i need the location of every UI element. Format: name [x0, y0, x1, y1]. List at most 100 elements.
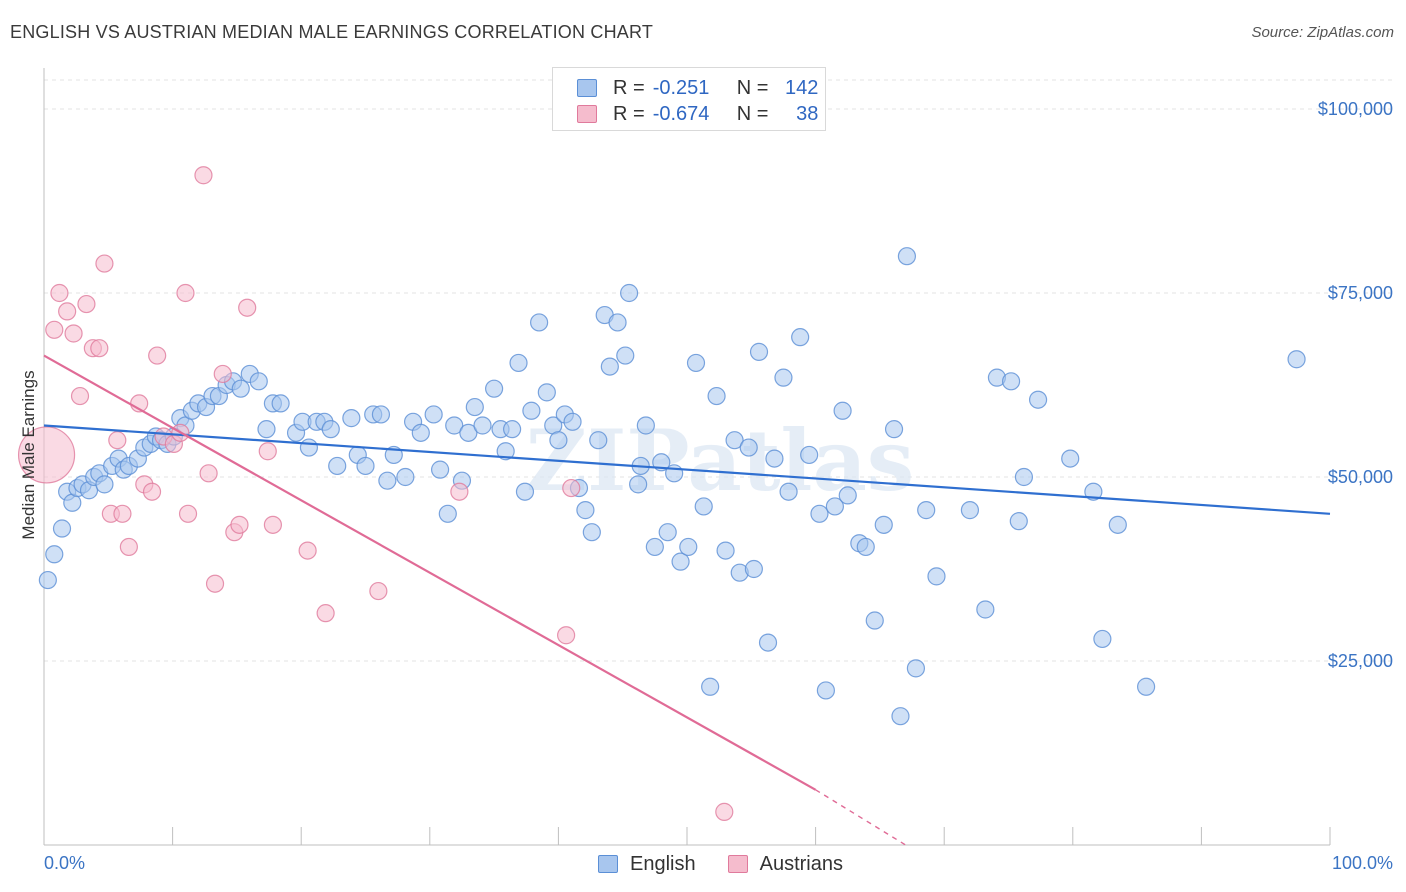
- austrians-point: [369, 581, 388, 601]
- english-point: [744, 559, 763, 579]
- english-point: [509, 353, 528, 373]
- english-point: [600, 357, 619, 376]
- english-point: [629, 475, 648, 494]
- english-point: [1009, 512, 1028, 531]
- english-point: [765, 449, 784, 468]
- english-point: [725, 431, 744, 450]
- english-point: [833, 401, 852, 420]
- english-point: [927, 567, 946, 586]
- english-point: [1001, 372, 1021, 391]
- english-point: [249, 372, 268, 391]
- stats-row-english: R = -0.251 N = 142: [553, 75, 818, 101]
- x-tick-labels: 0.0% 100.0%: [44, 853, 1393, 873]
- austrians-point: [199, 464, 218, 483]
- english-point: [465, 397, 484, 417]
- english-point: [816, 681, 835, 700]
- austrians-point: [148, 346, 167, 365]
- english-point: [694, 497, 713, 516]
- n-label: N =: [736, 102, 769, 125]
- austrians-point: [113, 504, 132, 523]
- english-point: [825, 497, 844, 516]
- austrians-point: [557, 626, 576, 645]
- english-point: [1287, 350, 1306, 369]
- austrians-trend-line: [43, 354, 817, 791]
- english-point: [231, 379, 250, 398]
- x-tick-label-start: 0.0%: [44, 853, 85, 873]
- austrians-point: [298, 541, 317, 560]
- english-point: [897, 247, 917, 266]
- english-point: [608, 313, 627, 332]
- english-point: [856, 537, 875, 557]
- english-point: [774, 368, 793, 387]
- english-point: [1084, 482, 1103, 501]
- english-point: [537, 383, 556, 402]
- legend-label: Austrians: [759, 852, 843, 875]
- english-point: [791, 328, 810, 347]
- english-trend-line: [43, 424, 1331, 515]
- english-point: [1061, 449, 1080, 468]
- english-point: [749, 342, 769, 361]
- english-point: [686, 353, 706, 373]
- english-point: [707, 386, 726, 406]
- austrians-point: [119, 537, 138, 557]
- austrians-point: [58, 302, 77, 321]
- english-point: [679, 537, 698, 557]
- english-point: [1137, 677, 1156, 696]
- austrians-point: [213, 364, 232, 384]
- english-point: [589, 431, 608, 450]
- austrians-point: [238, 298, 257, 317]
- legend-item-austrians[interactable]: Austrians: [727, 852, 843, 876]
- english-point: [52, 519, 72, 538]
- n-value: 142: [785, 76, 819, 99]
- legend-item-english[interactable]: English: [598, 853, 696, 876]
- english-point: [321, 420, 340, 439]
- austrians-swatch: [727, 855, 748, 873]
- r-value: -0.251: [652, 76, 710, 99]
- english-point: [496, 442, 515, 461]
- english-point: [810, 504, 829, 523]
- austrians-point: [45, 320, 64, 339]
- english-point: [758, 633, 778, 652]
- english-point: [636, 416, 655, 435]
- english-point: [459, 423, 478, 442]
- english-point: [473, 416, 492, 435]
- austrians-point: [316, 604, 335, 623]
- legend-label: English: [630, 852, 696, 875]
- english-point: [1093, 629, 1112, 649]
- y-axis-label: Median Male Earnings: [19, 370, 38, 539]
- english-point: [779, 482, 798, 501]
- austrians-point: [263, 515, 283, 534]
- english-point: [716, 541, 735, 560]
- english-point: [891, 707, 910, 726]
- chart-source: Source: ZipAtlas.com: [1251, 24, 1394, 41]
- austrians-point: [194, 166, 213, 185]
- english-point: [503, 420, 522, 439]
- english-point: [906, 659, 926, 678]
- austrians-point: [562, 478, 581, 498]
- austrians-point: [64, 324, 83, 343]
- english-point: [838, 486, 857, 505]
- austrians-point: [230, 515, 249, 534]
- english-point: [658, 523, 677, 542]
- austrians-point: [205, 574, 225, 593]
- english-point: [917, 501, 936, 520]
- austrians-swatch: [577, 105, 597, 123]
- english-point: [378, 471, 397, 490]
- n-label: N =: [736, 76, 769, 99]
- austrians-point: [50, 283, 69, 303]
- english-point: [549, 431, 568, 450]
- english-point: [299, 438, 319, 457]
- austrians-points: [17, 166, 734, 821]
- english-point: [576, 501, 595, 520]
- english-point: [515, 482, 535, 501]
- english-point: [424, 405, 443, 424]
- english-swatch: [577, 79, 597, 97]
- austrians-trend-extension: [815, 789, 906, 846]
- austrians-point: [90, 339, 109, 358]
- r-label: R =: [613, 102, 645, 125]
- english-point: [257, 420, 276, 439]
- chart-title: ENGLISH VS AUSTRIAN MEDIAN MALE EARNINGS…: [10, 22, 654, 42]
- english-point: [701, 677, 720, 696]
- english-point: [800, 445, 819, 465]
- austrians-point: [450, 482, 469, 501]
